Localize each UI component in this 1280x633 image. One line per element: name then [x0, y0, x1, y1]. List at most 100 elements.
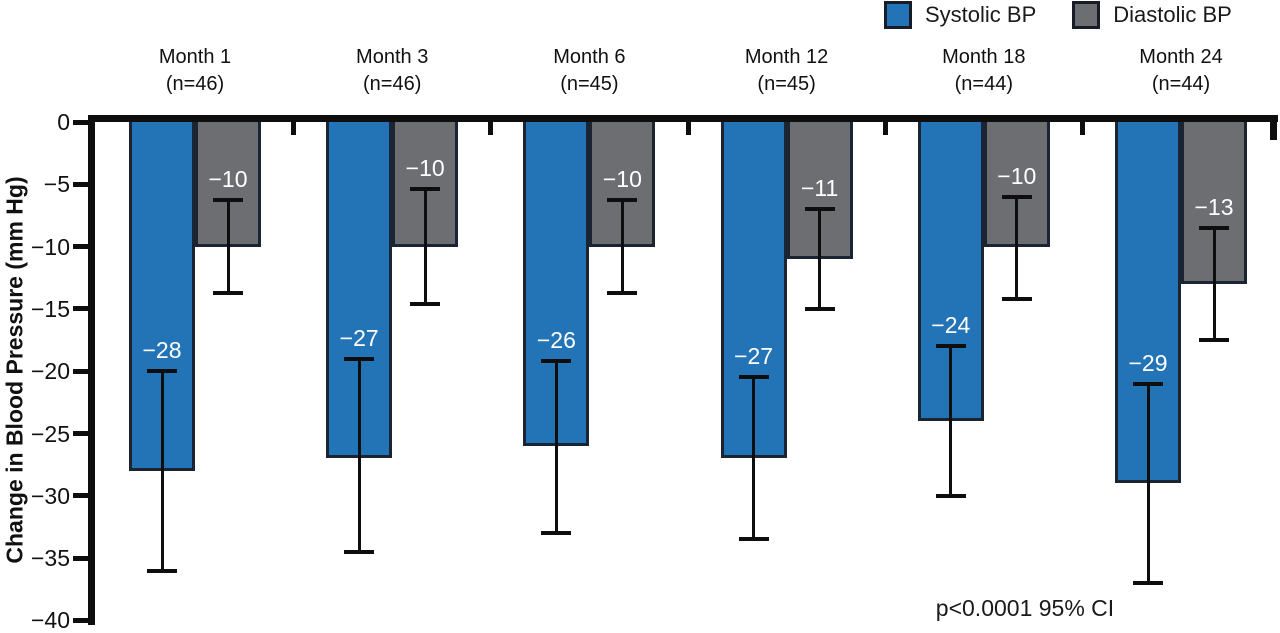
y-tick — [73, 119, 89, 125]
y-tick-label: −30 — [30, 482, 70, 509]
error-bar-cap-bottom — [147, 568, 177, 573]
y-tick — [73, 493, 89, 499]
error-bar-cap-top — [607, 198, 638, 203]
group-n-label: (n=46) — [165, 73, 225, 95]
y-tick — [73, 617, 89, 623]
y-tick-label: −5 — [43, 171, 70, 198]
group-month-label: Month 12 — [744, 46, 829, 68]
y-tick-label: 0 — [57, 109, 70, 135]
error-bar-cap-bottom — [213, 290, 243, 295]
error-bar-cap-bottom — [344, 549, 375, 554]
error-bar-line — [1015, 196, 1019, 299]
error-bar-line — [160, 371, 164, 571]
group-header: Month 18 (n=44) — [886, 44, 1082, 98]
group-n-label: (n=46) — [363, 73, 422, 95]
y-tick-label: −25 — [30, 420, 70, 447]
error-bar-line — [1146, 383, 1150, 584]
group-divider-tick — [882, 122, 888, 135]
y-tick-label: −15 — [30, 295, 70, 322]
bar-value-label: −26 — [536, 327, 576, 354]
group-header: Month 1 (n=46) — [97, 44, 293, 98]
error-bar-line — [1212, 227, 1216, 341]
error-bar-cap-bottom — [1199, 338, 1229, 343]
group-n-label: (n=44) — [1151, 73, 1211, 95]
legend-label-diastolic: Diastolic BP — [1113, 2, 1232, 27]
legend-item-systolic: Systolic BP — [884, 1, 1036, 29]
y-tick — [73, 244, 89, 250]
error-bar-cap-top — [147, 369, 177, 374]
bar-value-label: −10 — [208, 166, 248, 193]
legend: Systolic BP Diastolic BP — [884, 1, 1232, 29]
group-header: Month 6 (n=45) — [491, 44, 687, 98]
x-axis-end-tick — [1270, 122, 1277, 140]
bar-value-label: −11 — [800, 175, 839, 202]
error-bar-line — [554, 361, 558, 534]
bar-value-label: −10 — [405, 155, 445, 182]
y-tick-label: −20 — [30, 358, 70, 385]
y-tick-label: −40 — [30, 607, 70, 633]
group-header: Month 24 (n=44) — [1083, 44, 1279, 98]
bar-value-label: −13 — [1194, 193, 1234, 220]
group-n-label: (n=45) — [757, 73, 816, 95]
error-bar-line — [423, 189, 427, 304]
error-bar-cap-top — [410, 187, 441, 192]
error-bar-cap-top — [738, 375, 769, 380]
error-bar-cap-bottom — [410, 301, 441, 306]
group-month-label: Month 6 — [553, 46, 626, 68]
error-bar-cap-bottom — [607, 290, 638, 295]
y-tick-label: −10 — [30, 233, 70, 260]
diastolic-swatch — [1072, 1, 1101, 29]
error-bar-cap-top — [541, 359, 572, 364]
group-n-label: (n=44) — [954, 73, 1013, 95]
error-bar-cap-bottom — [1133, 581, 1163, 586]
error-bar-line — [752, 377, 756, 540]
error-bar-cap-bottom — [1001, 296, 1032, 301]
y-tick — [73, 368, 89, 374]
group-divider-tick — [291, 122, 297, 135]
error-bar-cap-top — [804, 207, 835, 212]
legend-label-systolic: Systolic BP — [925, 2, 1037, 27]
error-bar-cap-top — [935, 344, 966, 349]
y-tick — [73, 306, 89, 312]
error-bar-cap-top — [344, 356, 375, 361]
group-n-label: (n=45) — [560, 73, 619, 95]
group-month-label: Month 18 — [942, 46, 1026, 68]
y-axis-line — [88, 115, 95, 625]
error-bar-cap-bottom — [804, 306, 835, 311]
systolic-swatch — [884, 1, 912, 29]
bar-value-label: −24 — [931, 312, 971, 339]
x-axis-line — [88, 115, 1278, 122]
bar-value-label: −27 — [734, 343, 774, 370]
error-bar-cap-bottom — [935, 493, 966, 498]
legend-item-diastolic: Diastolic BP — [1072, 1, 1232, 29]
error-bar-line — [620, 200, 624, 293]
error-bar-line — [818, 209, 822, 309]
y-tick — [73, 555, 89, 561]
error-bar-cap-top — [1133, 381, 1163, 386]
error-bar-cap-top — [1199, 225, 1229, 230]
y-tick — [73, 181, 89, 187]
p-value-note: p<0.0001 95% CI — [935, 595, 1115, 621]
group-divider-tick — [1079, 122, 1085, 135]
bar-value-label: −27 — [339, 324, 379, 351]
error-bar-cap-bottom — [541, 531, 572, 536]
group-divider-tick — [488, 122, 494, 135]
error-bar-line — [226, 200, 230, 293]
bar-value-label: −28 — [142, 337, 182, 364]
bar-value-label: −29 — [1128, 349, 1168, 376]
group-header: Month 12 (n=45) — [689, 44, 885, 98]
group-divider-tick — [685, 122, 691, 135]
error-bar-cap-top — [213, 198, 243, 203]
group-month-label: Month 24 — [1139, 46, 1223, 68]
group-month-label: Month 3 — [356, 46, 429, 68]
group-header: Month 3 (n=46) — [294, 44, 490, 98]
bar-value-label: −10 — [997, 162, 1037, 189]
y-tick — [73, 431, 89, 436]
bar-value-label: −10 — [602, 166, 642, 193]
error-bar-line — [949, 346, 953, 496]
error-bar-cap-bottom — [738, 537, 769, 542]
error-bar-line — [357, 358, 361, 552]
group-month-label: Month 1 — [158, 46, 232, 68]
y-tick-label: −35 — [30, 545, 70, 572]
